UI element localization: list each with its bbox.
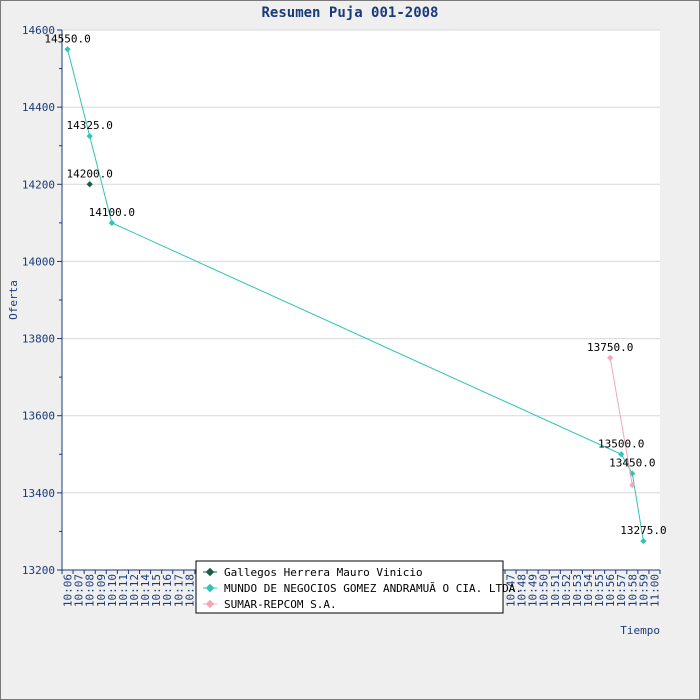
data-label: 13275.0 (620, 524, 666, 537)
x-tick-label: 10:18 (183, 574, 196, 607)
x-tick-label: 10:47 (505, 574, 518, 607)
grid-layer (62, 29, 660, 494)
data-point (86, 132, 93, 140)
data-point (629, 482, 636, 489)
series-layer (64, 46, 647, 545)
x-tick-label: 10:51 (549, 574, 562, 607)
x-tick-label: 10:56 (604, 574, 617, 607)
legend-box (195, 560, 504, 614)
x-tick-label: 10:07 (73, 574, 86, 607)
x-tick-label: 10:08 (84, 574, 97, 607)
data-point (618, 451, 625, 458)
series-line (609, 357, 633, 486)
y-tick-label: 14200 (22, 178, 55, 191)
x-tick-label: 10:49 (527, 574, 540, 607)
chart-title: Resumen Puja 001-2008 (261, 5, 438, 21)
legend-entry-label: MUNDO DE NEGOCIOS GOMEZ ANDRAMUÃ O CIA. … (224, 582, 522, 595)
x-tick-label: 10:14 (139, 574, 152, 607)
data-label: 13750.0 (587, 341, 633, 354)
x-tick-label: 10:59 (637, 574, 650, 607)
data-point (86, 181, 93, 188)
x-tick-label: 10:50 (538, 574, 551, 607)
x-tick-label: 10:48 (516, 574, 529, 607)
data-label: 13450.0 (609, 457, 655, 470)
y-tick-label: 13200 (22, 564, 55, 577)
y-axis-label: Oferta (7, 280, 20, 320)
data-label: 13500.0 (598, 437, 644, 450)
x-tick-label: 11:00 (648, 574, 661, 607)
data-label: 14100.0 (89, 206, 135, 219)
y-tick-label: 13600 (22, 410, 55, 423)
x-tick-label: 10:16 (161, 574, 174, 607)
x-tick-label: 10:15 (150, 574, 163, 607)
x-tick-label: 10:10 (106, 574, 119, 607)
data-point (108, 219, 115, 226)
data-label: 14550.0 (44, 32, 90, 45)
data-label-layer: 14200.0 14550.0 14325.0 14100.0 13500.0 13450… (44, 32, 666, 537)
y-tick-label: 14000 (22, 255, 55, 268)
y-tick-label: 13800 (22, 333, 55, 346)
x-tick-label: 10:58 (626, 574, 639, 607)
data-label: 14200.0 (67, 167, 113, 180)
legend-entry-label: SUMAR-REPCOM S.A. (224, 598, 337, 611)
y-tick-label: 13400 (22, 487, 55, 500)
x-tick-label: 10:11 (117, 574, 130, 607)
data-point (640, 537, 647, 545)
y-tick-label: 14400 (22, 101, 55, 114)
x-tick-label: 10:57 (615, 574, 628, 607)
x-axis-label: Tiempo (620, 624, 660, 637)
x-tick-label: 10:06 (62, 574, 75, 607)
x-tick-label: 10:52 (560, 574, 573, 607)
y-tick-label: 14600 (22, 24, 55, 37)
legend: Gallegos Herrera Mauro Vinicio MUNDO DE N… (195, 560, 522, 614)
data-label: 14325.0 (67, 119, 113, 132)
legend-items: Gallegos Herrera Mauro Vinicio MUNDO DE N… (203, 566, 522, 611)
x-tick-label: 10:55 (593, 574, 606, 607)
legend-entry-label: Gallegos Herrera Mauro Vinicio (224, 566, 423, 579)
data-point (64, 46, 71, 53)
x-tick-label: 10:53 (571, 574, 584, 607)
x-tick-label: 10:17 (172, 574, 185, 607)
x-tick-label: 10:54 (582, 574, 595, 607)
x-tick-label: 10:12 (128, 574, 141, 607)
plot-area (62, 30, 660, 570)
x-tick-label: 10:09 (95, 574, 108, 607)
